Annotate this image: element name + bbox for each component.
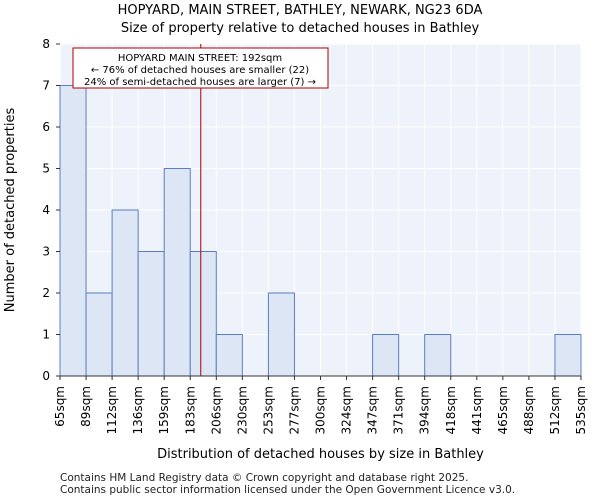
annotation-line-2: ← 76% of detached houses are smaller (22… (91, 65, 309, 76)
histogram-bar (111, 209, 139, 377)
x-tick-label: 324sqm (340, 386, 354, 434)
histogram-bar (85, 292, 113, 377)
y-axis-label: Number of detached properties (3, 108, 18, 313)
histogram-bar (137, 251, 165, 377)
y-tick-label: 5 (42, 162, 50, 176)
y-tick-label: 4 (42, 203, 50, 217)
x-tick-label: 183sqm (183, 386, 197, 434)
y-tick-label: 1 (42, 328, 50, 342)
x-tick-label: 371sqm (392, 386, 406, 434)
x-tick-label: 89sqm (79, 386, 93, 427)
y-tick-label: 7 (42, 79, 50, 93)
x-tick-label: 488sqm (522, 386, 536, 434)
histogram-bar (215, 334, 243, 377)
y-tick-label: 2 (42, 286, 50, 300)
x-tick-label: 394sqm (418, 386, 432, 434)
x-tick-label: 159sqm (157, 386, 171, 434)
x-tick-label: 230sqm (235, 386, 249, 434)
chart-subtitle: Size of property relative to detached ho… (120, 21, 480, 36)
footer-line-2: Contains public sector information licen… (60, 484, 516, 496)
x-axis-label: Distribution of detached houses by size … (157, 447, 484, 462)
histogram-bar (267, 292, 295, 377)
annotation-line-3: 24% of semi-detached houses are larger (… (84, 77, 316, 88)
x-tick-label: 512sqm (548, 386, 562, 434)
x-tick-label: 465sqm (496, 386, 510, 434)
x-tick-label: 347sqm (366, 386, 380, 434)
histogram-bar (424, 334, 452, 377)
x-tick-label: 535sqm (574, 386, 588, 434)
x-tick-label: 253sqm (261, 386, 275, 434)
annotation-line-1: HOPYARD MAIN STREET: 192sqm (118, 53, 282, 64)
x-tick-label: 441sqm (470, 386, 484, 434)
histogram-bar (163, 168, 191, 377)
histogram-bar (59, 85, 87, 377)
histogram-bar (372, 334, 400, 377)
footer-line-1: Contains HM Land Registry data © Crown c… (60, 472, 469, 484)
x-tick-label: 206sqm (209, 386, 223, 434)
x-tick-label: 277sqm (287, 386, 301, 434)
x-tick-label: 300sqm (314, 386, 328, 434)
x-tick-label: 418sqm (444, 386, 458, 434)
histogram-bar (554, 334, 582, 377)
y-tick-label: 3 (42, 245, 50, 259)
histogram-bar (189, 251, 217, 377)
x-tick-label: 136sqm (131, 386, 145, 434)
annotation-box: HOPYARD MAIN STREET: 192sqm ← 76% of det… (72, 47, 329, 89)
y-tick-label: 6 (42, 120, 50, 134)
histogram-chart: 0 1 2 3 4 5 6 7 8 65sqm 89sqm 112sqm 136sqm 159sqm 18… (3, 37, 588, 462)
y-tick-label: 8 (42, 37, 50, 51)
chart-title: HOPYARD, MAIN STREET, BATHLEY, NEWARK, N… (117, 3, 483, 18)
x-tick-label: 65sqm (53, 386, 67, 427)
x-tick-label: 112sqm (105, 386, 119, 434)
y-tick-label: 0 (42, 369, 50, 383)
